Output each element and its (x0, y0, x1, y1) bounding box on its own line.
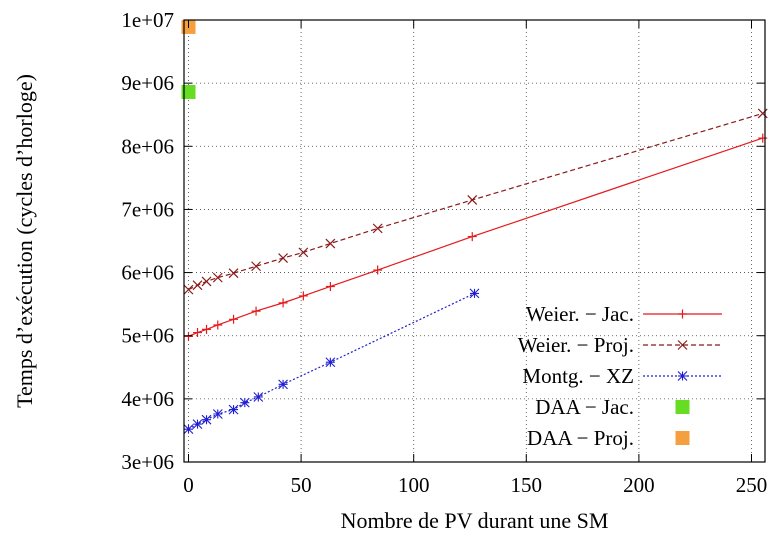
legend-swatch-marker (677, 340, 688, 350)
data-point (278, 379, 288, 390)
data-point (212, 409, 223, 419)
y-tick-label: 3e+06 (121, 450, 174, 474)
legend-swatch-marker (677, 371, 688, 381)
legend-swatch-marker (675, 400, 690, 414)
y-tick-label: 1e+07 (121, 8, 174, 32)
x-axis-label: Nombre de PV durant une SM (341, 508, 609, 533)
data-point (467, 195, 478, 205)
data-point (229, 314, 239, 324)
legend-label: Montg. − XZ (522, 364, 634, 388)
data-point (251, 306, 261, 316)
series-2 (183, 288, 480, 435)
data-point (228, 268, 239, 279)
data-point (325, 357, 336, 368)
data-point (192, 280, 203, 291)
legend-label: Weier. − Proj. (518, 333, 634, 357)
series-line (188, 137, 763, 337)
data-point (757, 108, 768, 119)
data-point (278, 253, 289, 263)
data-point (758, 133, 768, 143)
data-point (325, 281, 335, 291)
y-tick-label: 9e+06 (121, 71, 174, 95)
x-tick-label: 0 (183, 473, 194, 497)
x-tick-label: 100 (398, 473, 430, 497)
data-point (325, 238, 336, 249)
data-point (183, 284, 194, 295)
data-point (239, 397, 250, 408)
data-point (251, 261, 261, 272)
data-point (202, 324, 212, 334)
legend-entry-1: Weier. − Proj. (518, 333, 722, 357)
data-point (467, 232, 477, 242)
y-tick-label: 6e+06 (121, 261, 174, 285)
series-1 (183, 108, 768, 295)
grid (184, 20, 765, 462)
data-point (298, 291, 308, 301)
data-point (469, 288, 480, 299)
y-tick-label: 7e+06 (121, 197, 174, 221)
data-point (213, 320, 223, 330)
legend-entry-2: Montg. − XZ (522, 364, 722, 388)
plot-frame (183, 19, 766, 463)
data-point (298, 247, 309, 258)
plot-series (181, 19, 768, 435)
data-point (181, 84, 196, 99)
data-point (373, 265, 383, 275)
x-tick-label: 150 (511, 473, 543, 497)
ticks: 3e+06 4e+06 5e+06 6e+06 7e+06 8e+06 9e+06 1e+07… (121, 8, 767, 497)
data-point (212, 272, 223, 283)
series-0 (184, 133, 768, 341)
data-point (253, 392, 264, 402)
data-point (372, 223, 383, 234)
legend: Weier. − Jac. Weier. − Proj. Montg. − XZ DA… (518, 302, 722, 450)
y-tick-label: 4e+06 (121, 387, 174, 411)
legend-swatch-marker (678, 309, 687, 319)
y-tick-label: 5e+06 (121, 324, 174, 348)
legend-swatch-marker (675, 431, 690, 445)
legend-entry-0: Weier. − Jac. (526, 302, 722, 326)
x-tick-label: 50 (291, 473, 312, 497)
data-point (201, 276, 212, 287)
data-point (183, 424, 194, 435)
legend-label: DAA − Jac. (535, 395, 634, 419)
data-point (278, 298, 288, 308)
x-tick-label: 250 (736, 473, 768, 497)
legend-entry-3: DAA − Jac. (535, 395, 690, 419)
x-tick-label: 200 (623, 473, 655, 497)
data-point (201, 414, 212, 425)
legend-entry-4: DAA − Proj. (527, 426, 690, 450)
data-point (193, 328, 203, 338)
data-point (228, 404, 239, 415)
data-point (184, 331, 194, 341)
data-point (192, 419, 203, 430)
legend-label: Weier. − Jac. (526, 302, 634, 326)
series-line (188, 112, 763, 291)
legend-label: DAA − Proj. (527, 426, 634, 450)
y-axis-label: Temps d’exécution (cycles d’horloge) (12, 74, 37, 408)
y-tick-label: 8e+06 (121, 134, 174, 158)
series-3 (181, 84, 196, 99)
